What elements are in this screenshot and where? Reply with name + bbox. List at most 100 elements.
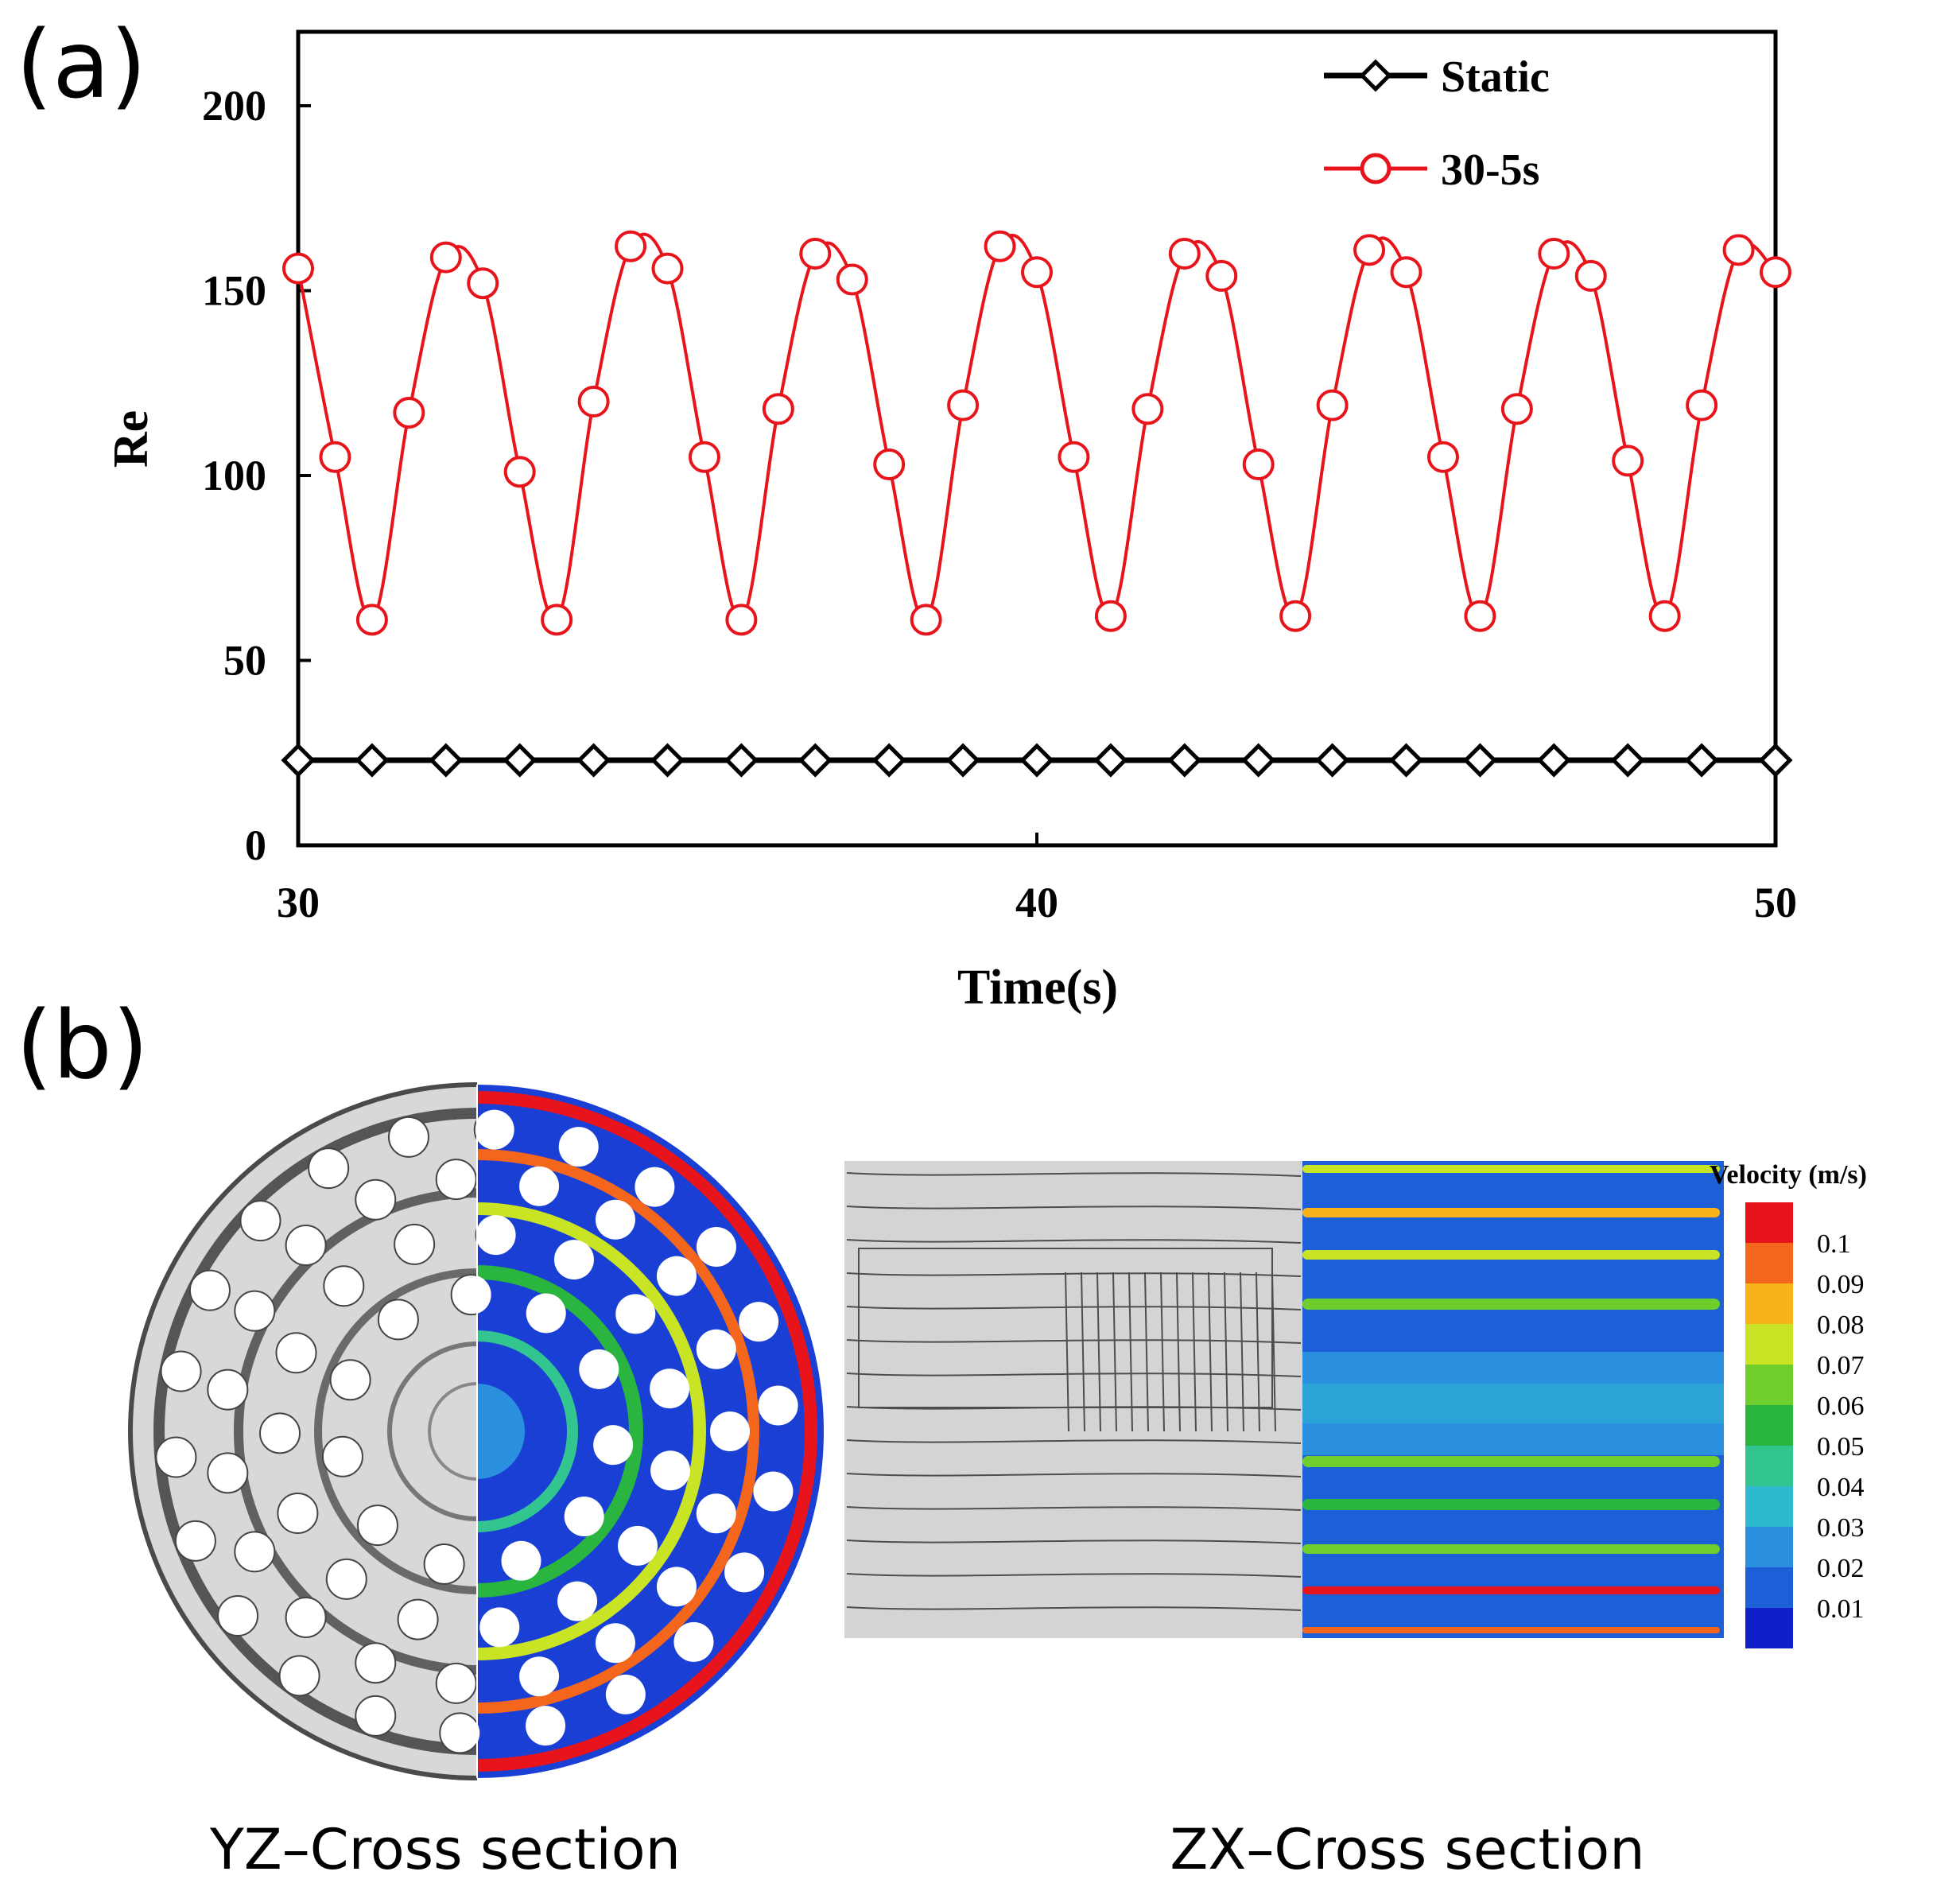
point-30-5s-27	[1279, 600, 1312, 632]
point-30-5s-2	[355, 604, 388, 636]
colorbar-label-4: 0.06	[1817, 1392, 1865, 1421]
colorbar-label-3: 0.07	[1817, 1351, 1865, 1380]
colorbar-cells	[1745, 1202, 1793, 1648]
point-30-5s-28	[1316, 389, 1349, 421]
y-tick-label-200: 200	[202, 82, 266, 130]
x-axis-title: Time(s)	[957, 961, 1118, 1015]
point-Static-2	[429, 743, 464, 778]
plot-frame	[296, 29, 1778, 848]
point-30-5s-3	[393, 396, 425, 429]
point-Static-10	[1019, 743, 1054, 778]
point-30-5s-19	[984, 230, 1016, 262]
point-30-5s-40	[1760, 256, 1791, 289]
colorbar-cell-1	[1745, 1243, 1793, 1283]
zx-cross-section-image	[844, 1161, 1724, 1638]
yz-cross-section-image	[128, 1082, 824, 1780]
x-tick-label-50: 50	[1754, 879, 1797, 926]
point-Static-11	[1093, 743, 1128, 778]
point-30-5s-9	[615, 230, 647, 262]
colorbar-title: Velocity (m/s)	[1710, 1160, 1867, 1190]
point-30-5s-23	[1131, 393, 1164, 425]
legend-static-label: Static	[1441, 52, 1550, 102]
legend: Static 30-5s	[1324, 52, 1550, 195]
point-30-5s-37	[1648, 600, 1681, 632]
point-Static-14	[1315, 743, 1350, 778]
point-30-5s-29	[1353, 234, 1386, 266]
colorbar-cell-7	[1745, 1486, 1793, 1527]
colorbar-cell-2	[1745, 1283, 1793, 1324]
colorbar-label-5: 0.05	[1817, 1432, 1865, 1462]
point-Static-0	[281, 743, 316, 778]
point-Static-9	[945, 743, 980, 778]
point-Static-17	[1536, 743, 1571, 778]
velocity-colorbar: Velocity (m/s) 0.1 0.09 0.08 0.07 0.06 0.05 0.…	[1710, 1160, 1867, 1648]
point-30-5s-17	[910, 604, 942, 636]
colorbar-labels: 0.1 0.09 0.08 0.07 0.06 0.05 0.04 0.03 0.02 0.01	[1817, 1229, 1865, 1624]
x-tick-label-40: 40	[1015, 879, 1058, 926]
point-Static-13	[1241, 743, 1276, 778]
point-Static-7	[798, 743, 833, 778]
point-30-5s-21	[1058, 441, 1090, 473]
colorbar-cell-9	[1745, 1567, 1793, 1608]
point-30-5s-20	[1021, 256, 1053, 289]
series-line-30-5s	[297, 232, 1777, 623]
x-tick-label-30: 30	[277, 879, 320, 926]
colorbar-label-2: 0.08	[1817, 1310, 1865, 1340]
point-30-5s-38	[1686, 389, 1718, 421]
colorbar-label-0: 0.1	[1817, 1229, 1851, 1259]
caption-zx: ZX–Cross section	[1170, 1817, 1644, 1882]
point-30-5s-1	[319, 441, 351, 473]
series-Static	[281, 743, 1793, 778]
point-30-5s-31	[1426, 441, 1459, 473]
panel-label-b: (b)	[16, 990, 149, 1100]
colorbar-cell-8	[1745, 1527, 1793, 1567]
point-Static-4	[576, 743, 611, 778]
y-tick-label-100: 100	[202, 452, 266, 499]
point-30-5s-16	[873, 448, 906, 481]
colorbar-label-6: 0.04	[1817, 1473, 1865, 1502]
y-tick-label-0: 0	[245, 821, 266, 869]
point-30-5s-13	[762, 393, 794, 425]
point-30-5s-15	[836, 263, 868, 296]
point-30-5s-0	[282, 252, 314, 285]
point-Static-15	[1388, 743, 1424, 778]
y-axis-ticks: 0 50 100 150 200	[202, 82, 311, 869]
panel-label-a: (a)	[16, 10, 146, 119]
point-30-5s-7	[541, 604, 573, 636]
point-Static-18	[1610, 743, 1645, 778]
colorbar-label-8: 0.02	[1817, 1554, 1865, 1583]
point-30-5s-8	[577, 386, 610, 417]
colorbar-cell-10	[1745, 1608, 1793, 1648]
point-Static-8	[871, 743, 906, 778]
point-30-5s-26	[1242, 448, 1275, 481]
y-axis-title: Re	[104, 410, 158, 468]
colorbar-cell-5	[1745, 1405, 1793, 1446]
y-tick-label-50: 50	[223, 637, 266, 685]
caption-yz: YZ–Cross section	[209, 1817, 681, 1882]
legend-30-5s-marker	[1360, 153, 1391, 184]
point-30-5s-39	[1722, 234, 1755, 266]
colorbar-cell-0	[1745, 1202, 1793, 1243]
point-30-5s-25	[1205, 259, 1238, 292]
x-axis-ticks: 30 40 50	[277, 833, 1797, 926]
point-30-5s-18	[947, 389, 980, 421]
point-Static-20	[1758, 743, 1793, 778]
point-30-5s-24	[1168, 238, 1201, 270]
colorbar-label-9: 0.01	[1817, 1594, 1865, 1624]
colorbar-label-1: 0.09	[1817, 1270, 1865, 1299]
point-30-5s-33	[1500, 393, 1533, 425]
point-Static-19	[1684, 743, 1719, 778]
colorbar-cell-4	[1745, 1365, 1793, 1405]
colorbar-cell-6	[1745, 1446, 1793, 1486]
point-Static-1	[355, 743, 390, 778]
y-tick-label-150: 150	[202, 267, 266, 315]
point-30-5s-36	[1612, 445, 1644, 477]
series-30-5s	[282, 230, 1791, 636]
point-30-5s-30	[1390, 256, 1422, 289]
point-Static-6	[724, 743, 759, 778]
chart-a: 0 50 100 150 200 30 40 50 Time(s) Re Static 30…	[104, 29, 1797, 1015]
series-layer	[281, 230, 1793, 778]
point-Static-12	[1167, 743, 1202, 778]
colorbar-cell-3	[1745, 1324, 1793, 1365]
